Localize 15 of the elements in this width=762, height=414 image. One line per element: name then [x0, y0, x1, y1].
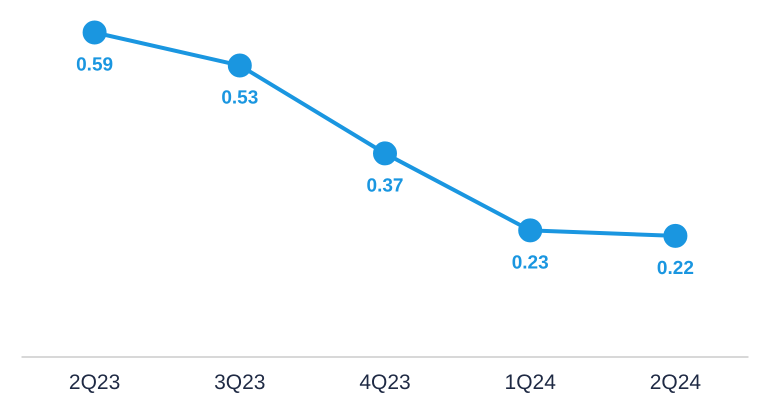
point: [373, 141, 397, 166]
point: [518, 218, 542, 242]
x-tick-label: 2Q23: [68, 371, 120, 394]
x-tick-label: 1Q24: [504, 371, 556, 394]
x-tick-label: 3Q23: [214, 371, 266, 394]
data-label: 0.59: [76, 54, 114, 76]
point: [82, 20, 107, 44]
data-label: 0.23: [512, 252, 549, 274]
x-tick-label: 2Q24: [650, 371, 702, 394]
point: [228, 53, 252, 78]
data-label: 0.22: [656, 258, 694, 280]
data-label: 0.53: [221, 88, 258, 109]
x-tick-label: 4Q23: [359, 371, 411, 394]
data-label: 0.37: [366, 176, 404, 197]
point: [663, 224, 688, 248]
